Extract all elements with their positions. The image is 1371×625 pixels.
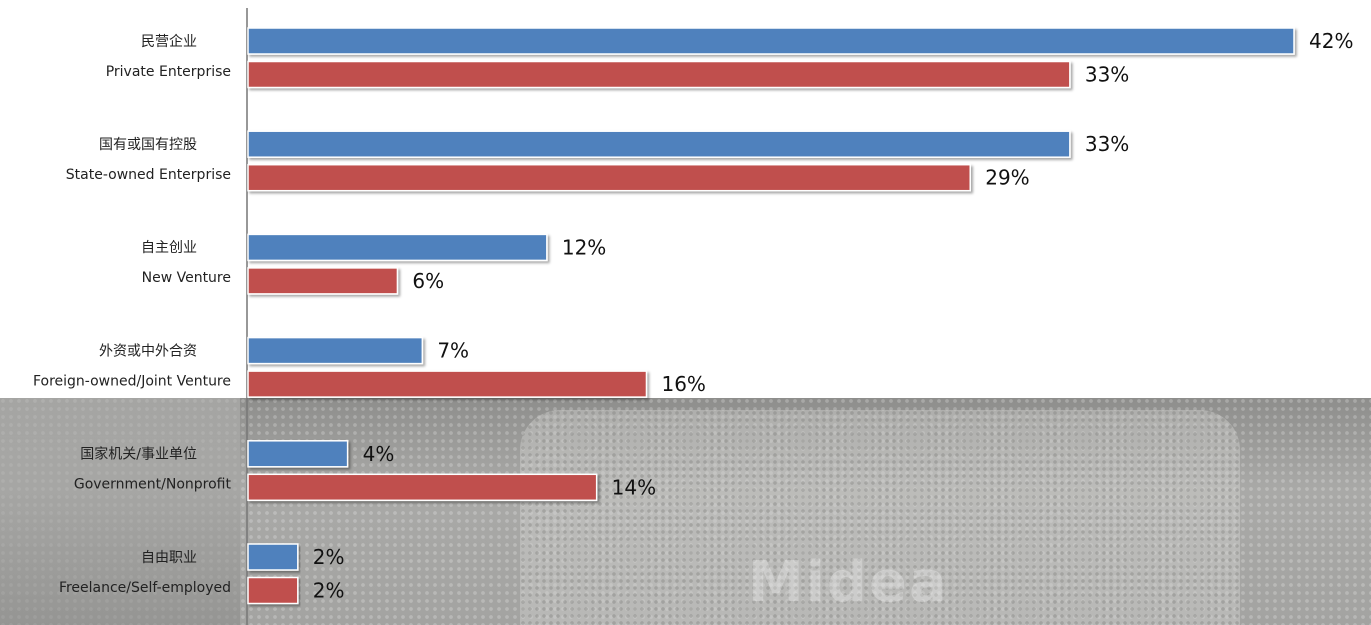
data-label: 12% (562, 235, 606, 259)
bar (247, 267, 399, 295)
category-label-zh: 自由职业 (141, 550, 197, 566)
data-label: 33% (1085, 132, 1129, 156)
bar (247, 163, 971, 192)
bar (247, 130, 1071, 158)
bar (247, 440, 349, 468)
category-label-zh: 国家机关/事业单位 (80, 446, 197, 463)
category-label-zh: 民营企业 (141, 33, 197, 50)
category-label-en: State-owned Enterprise (66, 167, 231, 183)
bar (247, 370, 648, 398)
category-label-zh: 国有或国有控股 (99, 137, 197, 153)
background-photo-panel (520, 410, 1240, 625)
background-logo-watermark: Midea (748, 550, 949, 615)
data-label: 16% (661, 372, 705, 396)
category-label-en: Private Enterprise (106, 64, 231, 80)
data-label: 2% (313, 545, 345, 569)
bar (247, 27, 1295, 55)
data-label: 14% (612, 475, 656, 499)
category-label-en: Freelance/Self-employed (59, 580, 231, 596)
data-label: 2% (313, 579, 345, 603)
bar (247, 543, 299, 571)
background-photo-left-wall (0, 398, 240, 625)
category-label-en: Government/Nonprofit (74, 477, 232, 493)
category-label-zh: 自主创业 (141, 240, 197, 256)
data-label: 6% (412, 269, 444, 293)
category-label-en: New Venture (142, 270, 231, 286)
data-label: 33% (1085, 63, 1129, 87)
bar (247, 233, 548, 262)
bar (247, 576, 299, 605)
category-label-en: Foreign-owned/Joint Venture (33, 373, 231, 389)
bar (247, 60, 1071, 89)
bar (247, 336, 424, 365)
data-label: 29% (985, 166, 1029, 190)
data-label: 4% (363, 442, 395, 466)
data-label: 42% (1309, 29, 1353, 53)
data-label: 7% (437, 339, 469, 363)
category-label-zh: 外资或中外合资 (99, 343, 197, 359)
bar (247, 473, 598, 502)
